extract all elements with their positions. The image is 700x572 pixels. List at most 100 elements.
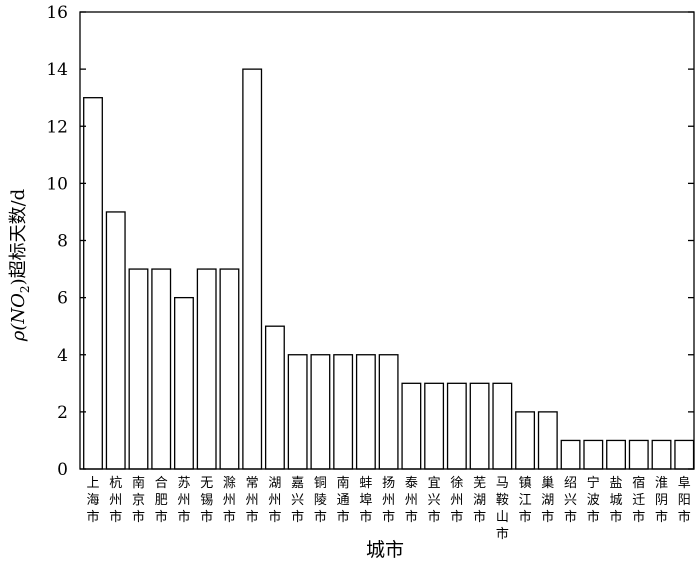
x-tick-char: 湖 (541, 493, 554, 508)
x-tick-label-淮阴市: 淮阴市 (655, 476, 668, 525)
x-tick-label-常州市: 常州市 (246, 476, 259, 525)
y-axis-label-suffix: )超标天数/d (8, 189, 29, 286)
x-tick-char: 巢 (541, 476, 554, 491)
x-tick-char: 陵 (314, 493, 327, 508)
x-tick-char: 州 (109, 493, 122, 508)
bar-泰州市 (401, 382, 422, 470)
y-axis-label: ρ(NO2)超标天数/d (8, 189, 32, 342)
bar-镇江市 (515, 411, 536, 470)
x-tick-char: 宜 (428, 476, 441, 491)
x-tick-char: 州 (268, 493, 281, 508)
x-tick-char: 泰 (405, 476, 418, 491)
y-tick-label-4: 4 (57, 346, 68, 366)
bar-宿迁市 (628, 439, 649, 470)
bar-盐城市 (606, 439, 626, 470)
x-tick-char: 兴 (291, 493, 304, 508)
x-tick-char: 州 (405, 493, 418, 508)
bar-湖州市 (264, 325, 285, 470)
x-tick-char: 蚌 (359, 476, 372, 491)
x-tick-char: 湖 (473, 493, 486, 508)
y-tick-label-12: 12 (46, 117, 68, 137)
x-tick-char: 州 (223, 493, 236, 508)
x-tick-char: 市 (519, 509, 532, 525)
x-tick-label-阜阳市: 阜阳市 (678, 475, 691, 525)
x-tick-char: 宁 (587, 475, 600, 491)
x-tick-char: 州 (246, 493, 259, 508)
x-tick-label-湖州市: 湖州市 (268, 476, 281, 525)
x-tick-char: 京 (132, 493, 145, 508)
x-tick-char: 铜 (314, 476, 327, 491)
x-tick-label-马鞍山市: 马鞍山市 (496, 476, 509, 542)
x-tick-char: 兴 (428, 493, 441, 508)
x-tick-char: 无 (200, 476, 213, 491)
x-tick-char: 市 (564, 509, 577, 525)
y-tick-label-6: 6 (57, 289, 68, 309)
x-tick-label-泰州市: 泰州市 (405, 476, 418, 525)
x-tick-char: 市 (541, 509, 554, 525)
y-tick-label-2: 2 (57, 403, 68, 423)
y-tick-label-10: 10 (46, 174, 68, 194)
x-tick-char: 迁 (632, 493, 645, 508)
x-tick-label-宜兴市: 宜兴市 (428, 476, 441, 525)
y-tick-label-16: 16 (46, 3, 68, 23)
x-tick-char: 阴 (655, 493, 668, 508)
bar-南京市 (128, 268, 149, 470)
x-tick-char: 市 (655, 509, 668, 525)
x-tick-label-蚌埠市: 蚌埠市 (359, 476, 372, 525)
bar-常州市 (242, 68, 263, 470)
x-tick-label-镇江市: 镇江市 (519, 476, 532, 525)
x-tick-char: 市 (678, 509, 691, 525)
x-tick-char: 市 (382, 509, 395, 525)
x-tick-char: 市 (291, 509, 304, 525)
x-tick-char: 市 (450, 509, 463, 525)
x-tick-char: 市 (268, 509, 281, 525)
x-tick-char: 市 (109, 509, 122, 525)
x-tick-label-滁州市: 滁州市 (223, 475, 236, 525)
bar-合肥市 (151, 268, 172, 470)
x-tick-char: 市 (428, 509, 441, 525)
x-tick-char: 盐 (610, 476, 623, 491)
x-tick-char: 市 (405, 509, 418, 525)
x-tick-char: 市 (223, 509, 236, 525)
x-tick-char: 杭 (109, 476, 122, 491)
x-tick-char: 马 (496, 476, 509, 491)
bar-无锡市 (196, 268, 217, 470)
x-tick-label-宿迁市: 宿迁市 (632, 475, 645, 525)
x-tick-label-巢湖市: 巢湖市 (541, 476, 554, 525)
x-tick-char: 山 (496, 510, 509, 525)
bar-宜兴市 (424, 382, 445, 470)
bar-马鞍山市 (492, 382, 513, 470)
x-tick-char: 市 (632, 509, 645, 525)
bar-阜阳市 (674, 439, 695, 470)
y-axis-label-prefix: ρ(NO (8, 293, 29, 342)
x-tick-char: 上 (86, 476, 99, 491)
x-axis-label: 城市 (366, 539, 404, 561)
x-tick-char: 通 (337, 493, 350, 508)
x-tick-label-宁波市: 宁波市 (587, 475, 600, 525)
bar-淮阴市 (651, 439, 672, 470)
x-tick-char: 市 (496, 526, 509, 542)
y-axis-label-subscript: 2 (18, 285, 32, 293)
x-tick-char: 海 (86, 493, 99, 508)
x-tick-char: 埠 (359, 493, 372, 508)
x-tick-label-芜湖市: 芜湖市 (473, 476, 486, 525)
y-tick-label-14: 14 (46, 60, 68, 80)
x-tick-char: 市 (314, 509, 327, 525)
x-tick-char: 锡 (200, 493, 213, 508)
x-tick-char: 城 (610, 493, 623, 508)
x-tick-char: 合 (155, 476, 168, 491)
x-tick-char: 市 (155, 509, 168, 525)
x-tick-label-上海市: 上海市 (86, 476, 99, 525)
bar-嘉兴市 (287, 354, 308, 470)
x-tick-char: 市 (132, 509, 145, 525)
bar-苏州市 (174, 296, 194, 470)
x-tick-char: 滁 (223, 475, 236, 491)
x-tick-char: 市 (587, 509, 600, 525)
x-tick-char: 扬 (382, 476, 395, 491)
bar-铜陵市 (310, 354, 331, 470)
x-tick-char: 州 (450, 493, 463, 508)
x-tick-char: 兴 (564, 493, 577, 508)
x-tick-char: 湖 (268, 476, 281, 491)
bar-芜湖市 (469, 382, 490, 470)
